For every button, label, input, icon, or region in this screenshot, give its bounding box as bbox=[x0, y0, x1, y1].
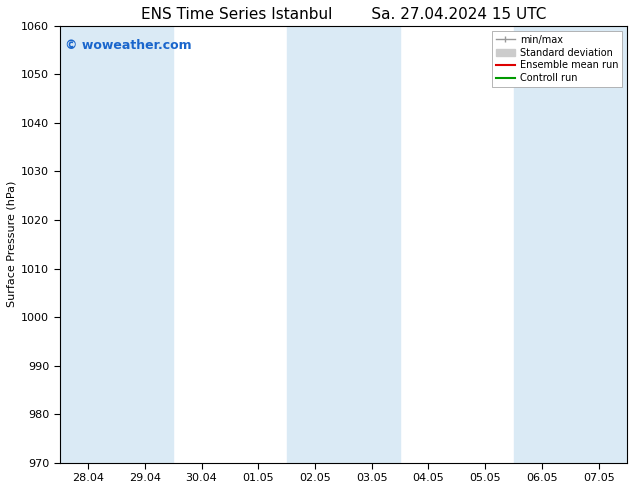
Text: © woweather.com: © woweather.com bbox=[65, 39, 192, 52]
Bar bbox=[514, 26, 627, 463]
Title: ENS Time Series Istanbul        Sa. 27.04.2024 15 UTC: ENS Time Series Istanbul Sa. 27.04.2024 … bbox=[141, 7, 546, 22]
Legend: min/max, Standard deviation, Ensemble mean run, Controll run: min/max, Standard deviation, Ensemble me… bbox=[491, 31, 622, 87]
Y-axis label: Surface Pressure (hPa): Surface Pressure (hPa) bbox=[7, 181, 17, 307]
Bar bbox=[60, 26, 173, 463]
Bar bbox=[287, 26, 400, 463]
